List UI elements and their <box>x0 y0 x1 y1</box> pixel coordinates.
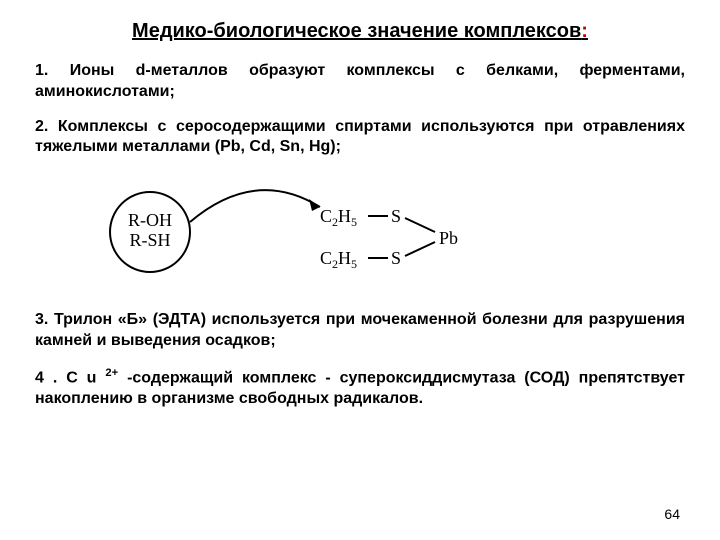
paragraph-3: 3. Трилон «Б» (ЭДТА) используется при мо… <box>35 310 685 352</box>
p4-c: -содержащий комплекс - супероксиддисмута… <box>35 369 685 407</box>
reaction-diagram: R-OH R-SH C2H5 S C2H5 S Pb <box>95 172 515 292</box>
product-top: C2H5 <box>320 206 357 229</box>
p4-a: 4 . C u <box>35 369 105 386</box>
page-number: 64 <box>664 506 680 522</box>
title-text: Медико-биологическое значение комплексов <box>132 20 581 42</box>
product-top-s: S <box>391 206 401 226</box>
title-colon: : <box>581 20 588 42</box>
reagent-line1: R-OH <box>128 210 172 230</box>
bond-to-pb-bot <box>405 242 435 256</box>
slide-title: Медико-биологическое значение комплексов… <box>35 20 685 43</box>
bond-to-pb-top <box>405 218 435 232</box>
p4-super: 2+ <box>105 367 118 379</box>
product-bottom: C2H5 <box>320 248 357 271</box>
paragraph-2: 2. Комплексы с серосодержащими спиртами … <box>35 117 685 159</box>
reagent-line2: R-SH <box>129 230 170 250</box>
paragraph-1: 1. Ионы d-металлов образуют комплексы с … <box>35 61 685 103</box>
product-metal: Pb <box>439 228 458 248</box>
product-bot-s: S <box>391 248 401 268</box>
paragraph-4: 4 . C u 2+ -содержащий комплекс - суперо… <box>35 366 685 410</box>
reaction-arrow <box>190 190 320 222</box>
